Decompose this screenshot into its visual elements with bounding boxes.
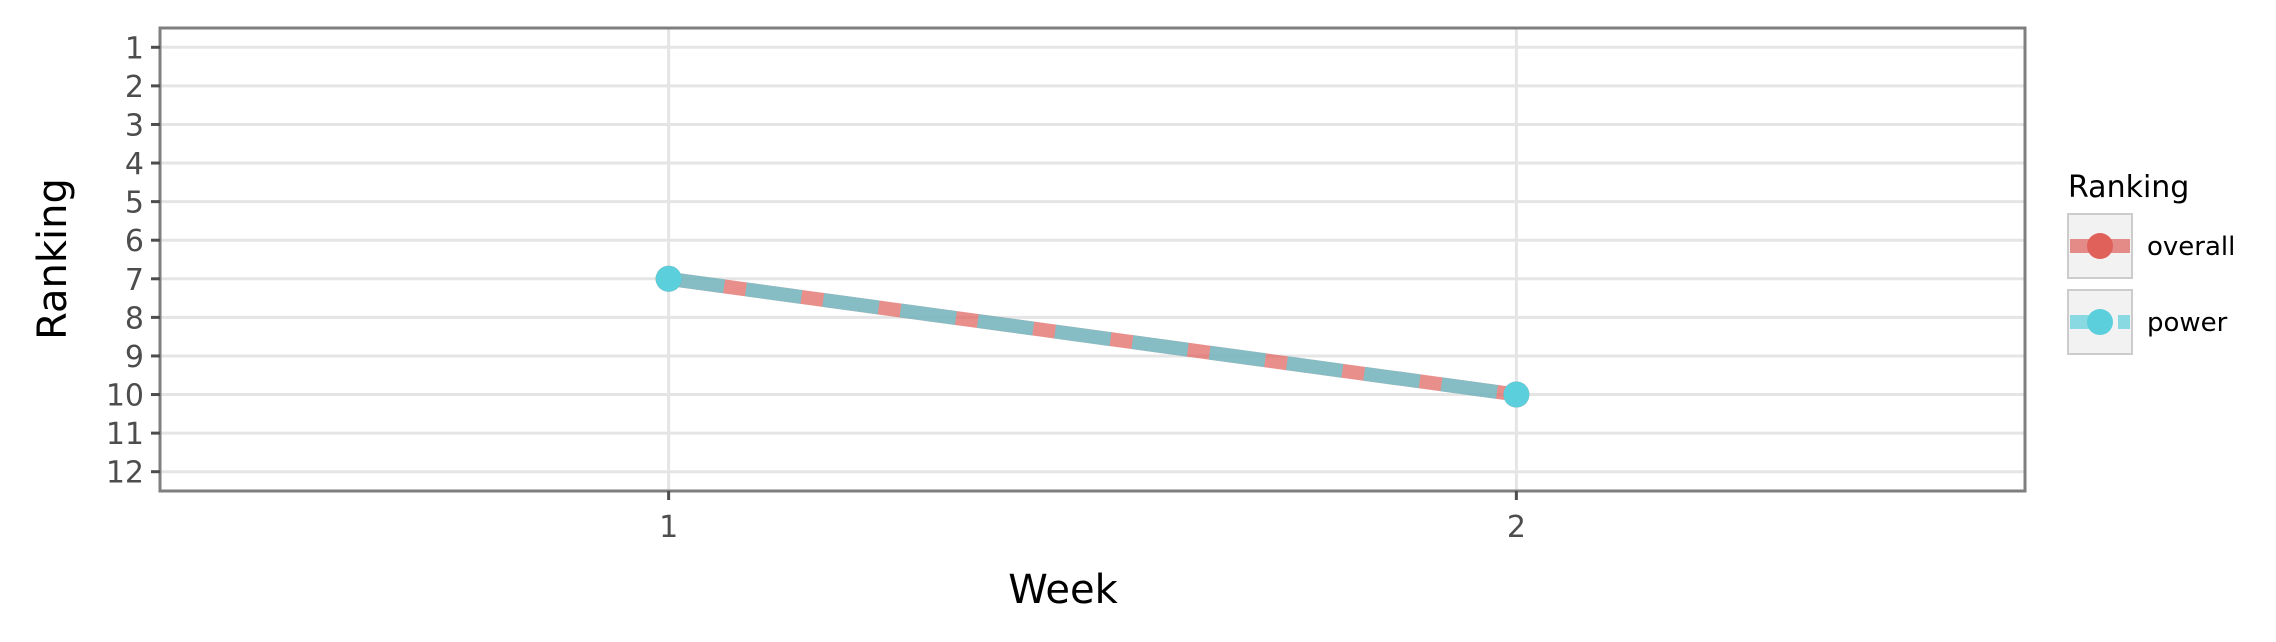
y-tick-label: 6 [125,224,144,259]
legend: Ranking overall power [2067,170,2235,355]
y-tick-label: 10 [106,379,144,414]
legend-label-overall: overall [2147,232,2235,262]
y-tick-label: 9 [125,340,144,375]
x-gridlines [667,28,1518,491]
y-tick-label: 11 [106,417,144,452]
y-gridlines [160,45,2025,474]
panel-border [158,26,2027,493]
series-layer [655,265,1530,408]
panel-background [160,28,2025,491]
y-tick-label: 7 [125,263,144,298]
y-tick-label: 8 [125,301,144,336]
x-tick-label: 1 [659,510,678,545]
series-point-power [1503,381,1530,408]
x-axis-title: Week [1008,567,1118,613]
series-point-power [655,265,682,292]
legend-key-point-overall [2087,233,2113,259]
y-tick-label: 1 [125,31,144,66]
y-tick-label: 2 [125,70,144,105]
legend-label-power: power [2147,308,2228,338]
series-line-power [667,271,1518,402]
y-tick-label: 3 [125,108,144,143]
x-tick-label: 2 [1507,510,1526,545]
legend-key-point-power [2087,309,2113,335]
y-tick-label: 12 [106,456,144,491]
y-axis-title: Ranking [30,178,76,340]
y-tick-label: 4 [125,147,144,182]
legend-items: overall power [2067,213,2235,355]
legend-title: Ranking [2068,170,2189,205]
y-tick-label: 5 [125,186,144,221]
